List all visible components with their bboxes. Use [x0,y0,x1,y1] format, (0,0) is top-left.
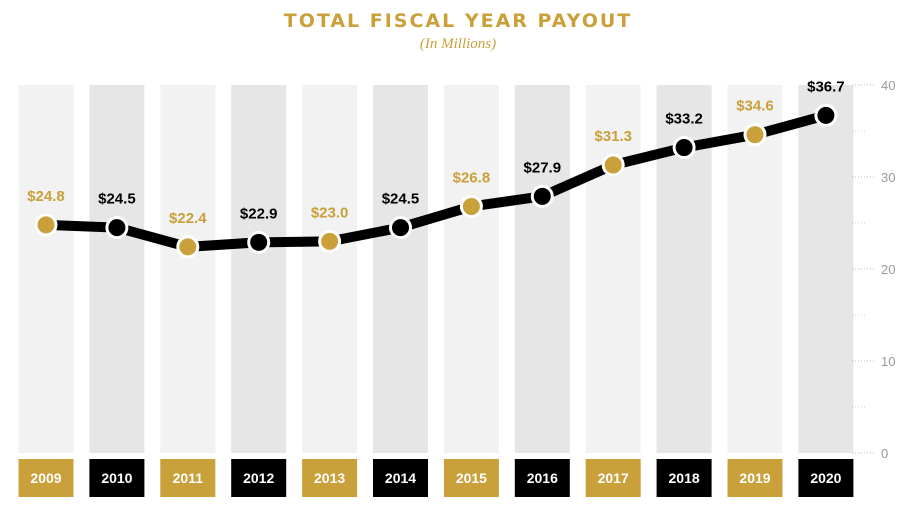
x-tick-label: 2011 [173,470,204,486]
data-point [176,235,200,259]
data-point [814,103,838,127]
column-stripe [373,85,428,453]
data-point [105,216,129,240]
x-tick-label: 2012 [243,470,274,486]
chart-title: TOTAL FISCAL YEAR PAYOUT [283,10,633,32]
data-label: $22.9 [240,205,278,222]
y-tick-label: 40 [881,78,895,93]
column-stripe [798,85,854,453]
y-tick-label: 30 [881,170,895,185]
x-tick-label: 2009 [30,470,61,486]
series-line [41,110,831,252]
x-tick-label: 2019 [739,470,770,486]
column-stripe [443,85,499,453]
data-point [389,216,412,240]
year-box [443,459,499,497]
x-tick-label: 2015 [456,470,487,486]
year-box [373,459,428,497]
year-box [514,459,570,497]
data-point [601,153,625,177]
year-box [89,459,145,497]
column-stripe [727,85,783,453]
data-point [247,230,271,254]
data-label: $22.4 [169,210,207,227]
data-label: $33.2 [665,111,703,128]
x-tick-label: 2017 [598,470,629,486]
x-tick-label: 2016 [527,470,558,486]
data-label: $23.0 [311,204,349,221]
x-tick-label: 2010 [101,470,132,486]
x-tick-label: 2018 [669,470,700,486]
column-stripe [89,85,145,453]
column-stripe [160,85,216,453]
column-stripe [231,85,287,453]
x-tick-label: 2013 [314,470,345,486]
year-box [302,459,358,497]
column-stripe [514,85,570,453]
data-point [459,194,483,218]
column-stripe [302,85,358,453]
year-box [18,459,74,497]
data-point [743,123,767,147]
x-tick-label: 2020 [810,470,841,486]
year-box [160,459,216,497]
data-label: $34.6 [736,98,774,115]
data-label: $24.8 [27,188,65,205]
column-stripe [585,85,641,453]
y-tick-label: 10 [881,354,895,369]
y-tick-label: 20 [881,262,895,277]
data-label: $24.5 [382,191,420,208]
data-point [34,213,58,237]
data-label: $26.8 [453,169,491,186]
y-tick-label: 0 [881,446,888,461]
chart-subtitle: (In Millions) [419,36,497,52]
data-point [318,229,342,253]
year-box [798,459,854,497]
year-box [585,459,641,497]
year-box [656,459,712,497]
year-box [727,459,783,497]
year-box [231,459,287,497]
x-tick-label: 2014 [385,470,416,486]
column-stripe [18,85,74,453]
data-label: $27.9 [524,159,562,176]
data-point [672,136,696,160]
data-point [530,184,554,208]
data-label: $36.7 [807,78,845,95]
data-label: $31.3 [594,128,632,145]
data-label: $24.5 [98,191,136,208]
